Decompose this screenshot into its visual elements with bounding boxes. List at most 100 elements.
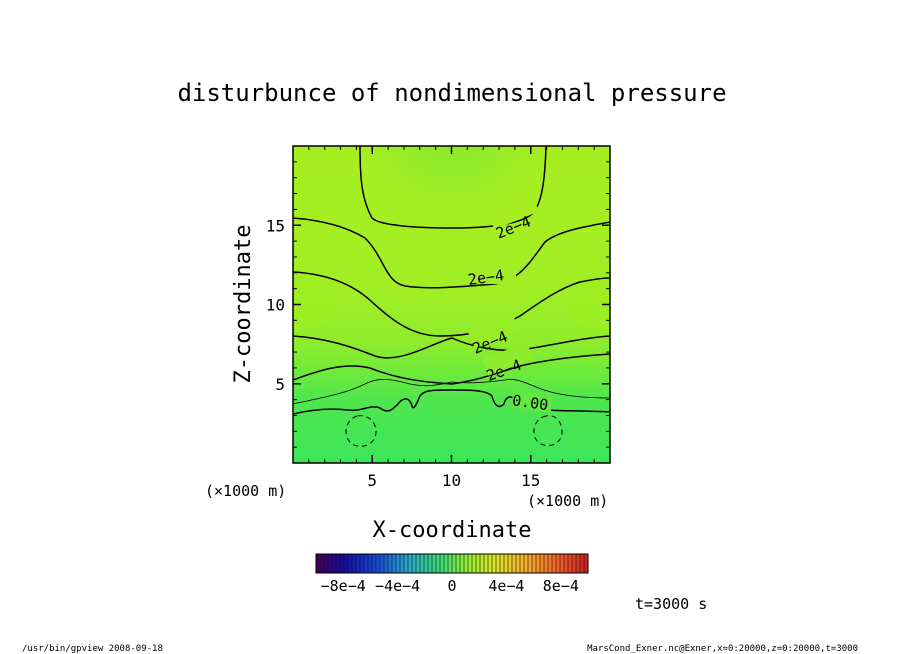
- colorbar-cell: [412, 554, 417, 573]
- y-tick-label: 5: [275, 375, 285, 394]
- x-tick-label: 5: [367, 471, 377, 490]
- contour-label-bg-1: [487, 194, 539, 230]
- colorbar-cell: [348, 554, 353, 573]
- colorbar-cell: [568, 554, 573, 573]
- colorbar-cell: [368, 554, 373, 573]
- contour-label-2: 2e−4: [467, 266, 505, 289]
- colorbar-tick-label: −4e−4: [375, 577, 420, 595]
- contour-line-2e-4-d: [293, 353, 610, 385]
- x-axis-unit: (×1000 m): [527, 492, 608, 510]
- colorbar-cell: [448, 554, 453, 573]
- colorbar-cell: [576, 554, 581, 573]
- colorbar-cell: [540, 554, 545, 573]
- colorbar-cell: [472, 554, 477, 573]
- colorbar-cell: [436, 554, 441, 573]
- contour-label-bg-2: [466, 266, 516, 284]
- colorbar-cell: [556, 554, 561, 573]
- colorbar-cell: [532, 554, 537, 573]
- y-axis-ticks: 5 10 15: [266, 161, 610, 448]
- contour-label-bg-4: [482, 342, 534, 376]
- colorbar-cell: [372, 554, 377, 573]
- colorbar-cell: [360, 554, 365, 573]
- x-tick-label: 10: [442, 471, 461, 490]
- colorbar-cell: [376, 554, 381, 573]
- colorbar-cell: [456, 554, 461, 573]
- colorbar-cell: [536, 554, 541, 573]
- plot-area: 2e−4 2e−4 2e−4 2e−4 0.00: [293, 146, 610, 463]
- colorbar-cell: [404, 554, 409, 573]
- x-axis-ticks: 5 10 15: [308, 146, 595, 490]
- colorbar-cell: [496, 554, 501, 573]
- colorbar-cell: [492, 554, 497, 573]
- x-axis-label: X-coordinate: [373, 518, 532, 543]
- colorbar-cell: [320, 554, 325, 573]
- colorbar-cell: [524, 554, 529, 573]
- colorbar: [315, 554, 589, 573]
- colorbar-cell: [480, 554, 485, 573]
- y-axis-unit: (×1000 m): [205, 482, 286, 500]
- colorbar-cell: [364, 554, 369, 573]
- chart-title: disturbunce of nondimensional pressure: [177, 79, 726, 107]
- colorbar-tick-label: −8e−4: [321, 577, 366, 595]
- colorbar-cell: [396, 554, 401, 573]
- colorbar-tick-label: 8e−4: [543, 577, 579, 595]
- colorbar-cell: [508, 554, 513, 573]
- colorbar-cell: [428, 554, 433, 573]
- colorbar-cell: [512, 554, 517, 573]
- field-right-band: [565, 270, 610, 330]
- colorbar-cell: [464, 554, 469, 573]
- contour-line-top-dome: [359, 146, 547, 229]
- contour-label-bg-5: [511, 391, 553, 413]
- colorbar-cell: [328, 554, 333, 573]
- colorbar-cell: [564, 554, 569, 573]
- colorbar-cell: [516, 554, 521, 573]
- colorbar-cell: [356, 554, 361, 573]
- field-top-lobe: [357, 146, 547, 275]
- colorbar-cell: [440, 554, 445, 573]
- contour-line-2e-4-a: [293, 217, 610, 289]
- colorbar-cell: [424, 554, 429, 573]
- colorbar-cell: [560, 554, 565, 573]
- contour-line-thin: [293, 378, 610, 405]
- colorbar-cell: [388, 554, 393, 573]
- footer-right: MarsCond_Exner.nc@Exner,x=0:20000,z=0:20…: [587, 644, 858, 654]
- colorbar-cell: [380, 554, 385, 573]
- colorbar-cell: [552, 554, 557, 573]
- time-annotation: t=3000 s: [635, 595, 707, 613]
- colorbar-cell: [352, 554, 357, 573]
- colorbar-cell: [384, 554, 389, 573]
- colorbar-cell: [416, 554, 421, 573]
- contour-line-negative-left: [345, 415, 377, 447]
- colorbar-cell: [420, 554, 425, 573]
- colorbar-cell: [548, 554, 553, 573]
- y-tick-label: 15: [266, 216, 285, 235]
- colorbar-cell: [572, 554, 577, 573]
- colorbar-tick-label: 0: [447, 577, 456, 595]
- colorbar-cell: [344, 554, 349, 573]
- colorbar-tick-label: 4e−4: [488, 577, 524, 595]
- colorbar-cell: [340, 554, 345, 573]
- colorbar-cell: [488, 554, 493, 573]
- colorbar-cell: [520, 554, 525, 573]
- colorbar-cell: [332, 554, 337, 573]
- contour-label-5: 0.00: [511, 391, 549, 414]
- contour-line-2e-4-c: [293, 335, 610, 359]
- colorbar-cell: [460, 554, 465, 573]
- colorbar-cell: [544, 554, 549, 573]
- x-tick-label: 15: [521, 471, 540, 490]
- footer-left: /usr/bin/gpview 2008-09-18: [22, 644, 163, 654]
- colorbar-cell: [500, 554, 505, 573]
- colorbar-cell: [400, 554, 405, 573]
- colorbar-cell: [528, 554, 533, 573]
- colorbar-frame: [315, 553, 589, 574]
- colorbar-cell: [316, 554, 321, 573]
- colorbar-cell: [476, 554, 481, 573]
- colorbar-cell: [392, 554, 397, 573]
- y-tick-label: 10: [266, 296, 285, 315]
- contour-label-bg-3: [468, 313, 520, 349]
- colorbar-cell: [484, 554, 489, 573]
- colorbar-cell: [408, 554, 413, 573]
- colorbar-cell: [324, 554, 329, 573]
- colorbar-cell: [468, 554, 473, 573]
